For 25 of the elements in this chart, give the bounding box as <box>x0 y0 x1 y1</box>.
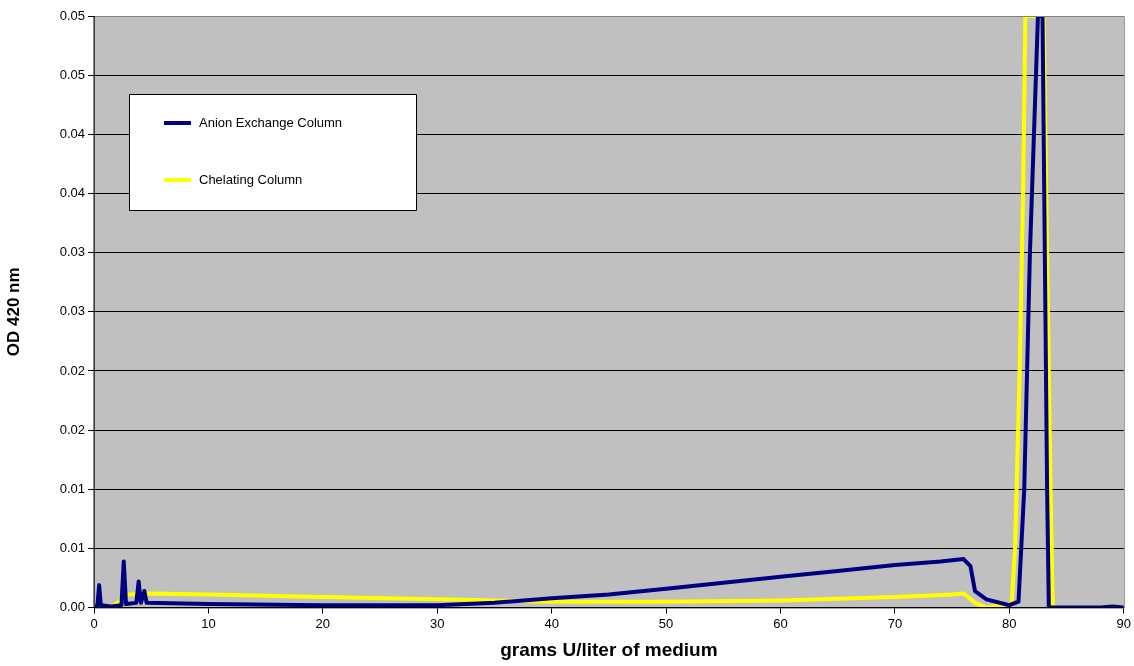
y-tick-label: 0.00 <box>59 599 85 615</box>
y-tick-label: 0.03 <box>59 303 85 319</box>
y-tick-label: 0.02 <box>59 362 85 378</box>
x-tick-label: 10 <box>201 615 216 631</box>
y-tick-label: 0.01 <box>59 480 85 496</box>
x-tick-label: 50 <box>658 615 674 631</box>
y-tick-label: 0.03 <box>59 244 85 260</box>
y-tick-label: 0.04 <box>59 185 85 201</box>
x-tick-label: 20 <box>315 615 331 631</box>
x-tick-label: 60 <box>773 615 788 631</box>
x-tick-label: 90 <box>1116 615 1131 631</box>
y-axis-title: OD 420 nm <box>3 267 23 357</box>
legend-label: Anion Exchange Column <box>199 114 343 130</box>
y-tick-label: 0.01 <box>59 540 85 556</box>
x-tick-label: 30 <box>430 615 445 631</box>
x-tick-label: 70 <box>887 615 903 631</box>
y-tick-label: 0.05 <box>59 7 85 23</box>
y-tick-label: 0.05 <box>59 66 85 82</box>
y-tick-label: 0.02 <box>59 421 85 437</box>
x-axis-title: grams U/liter of medium <box>500 638 718 660</box>
x-tick-label: 40 <box>544 615 559 631</box>
x-tick-label: 80 <box>1002 615 1017 631</box>
legend-label: Chelating Column <box>199 171 303 187</box>
x-tick-label: 0 <box>90 615 98 631</box>
y-tick-label: 0.04 <box>59 125 85 141</box>
